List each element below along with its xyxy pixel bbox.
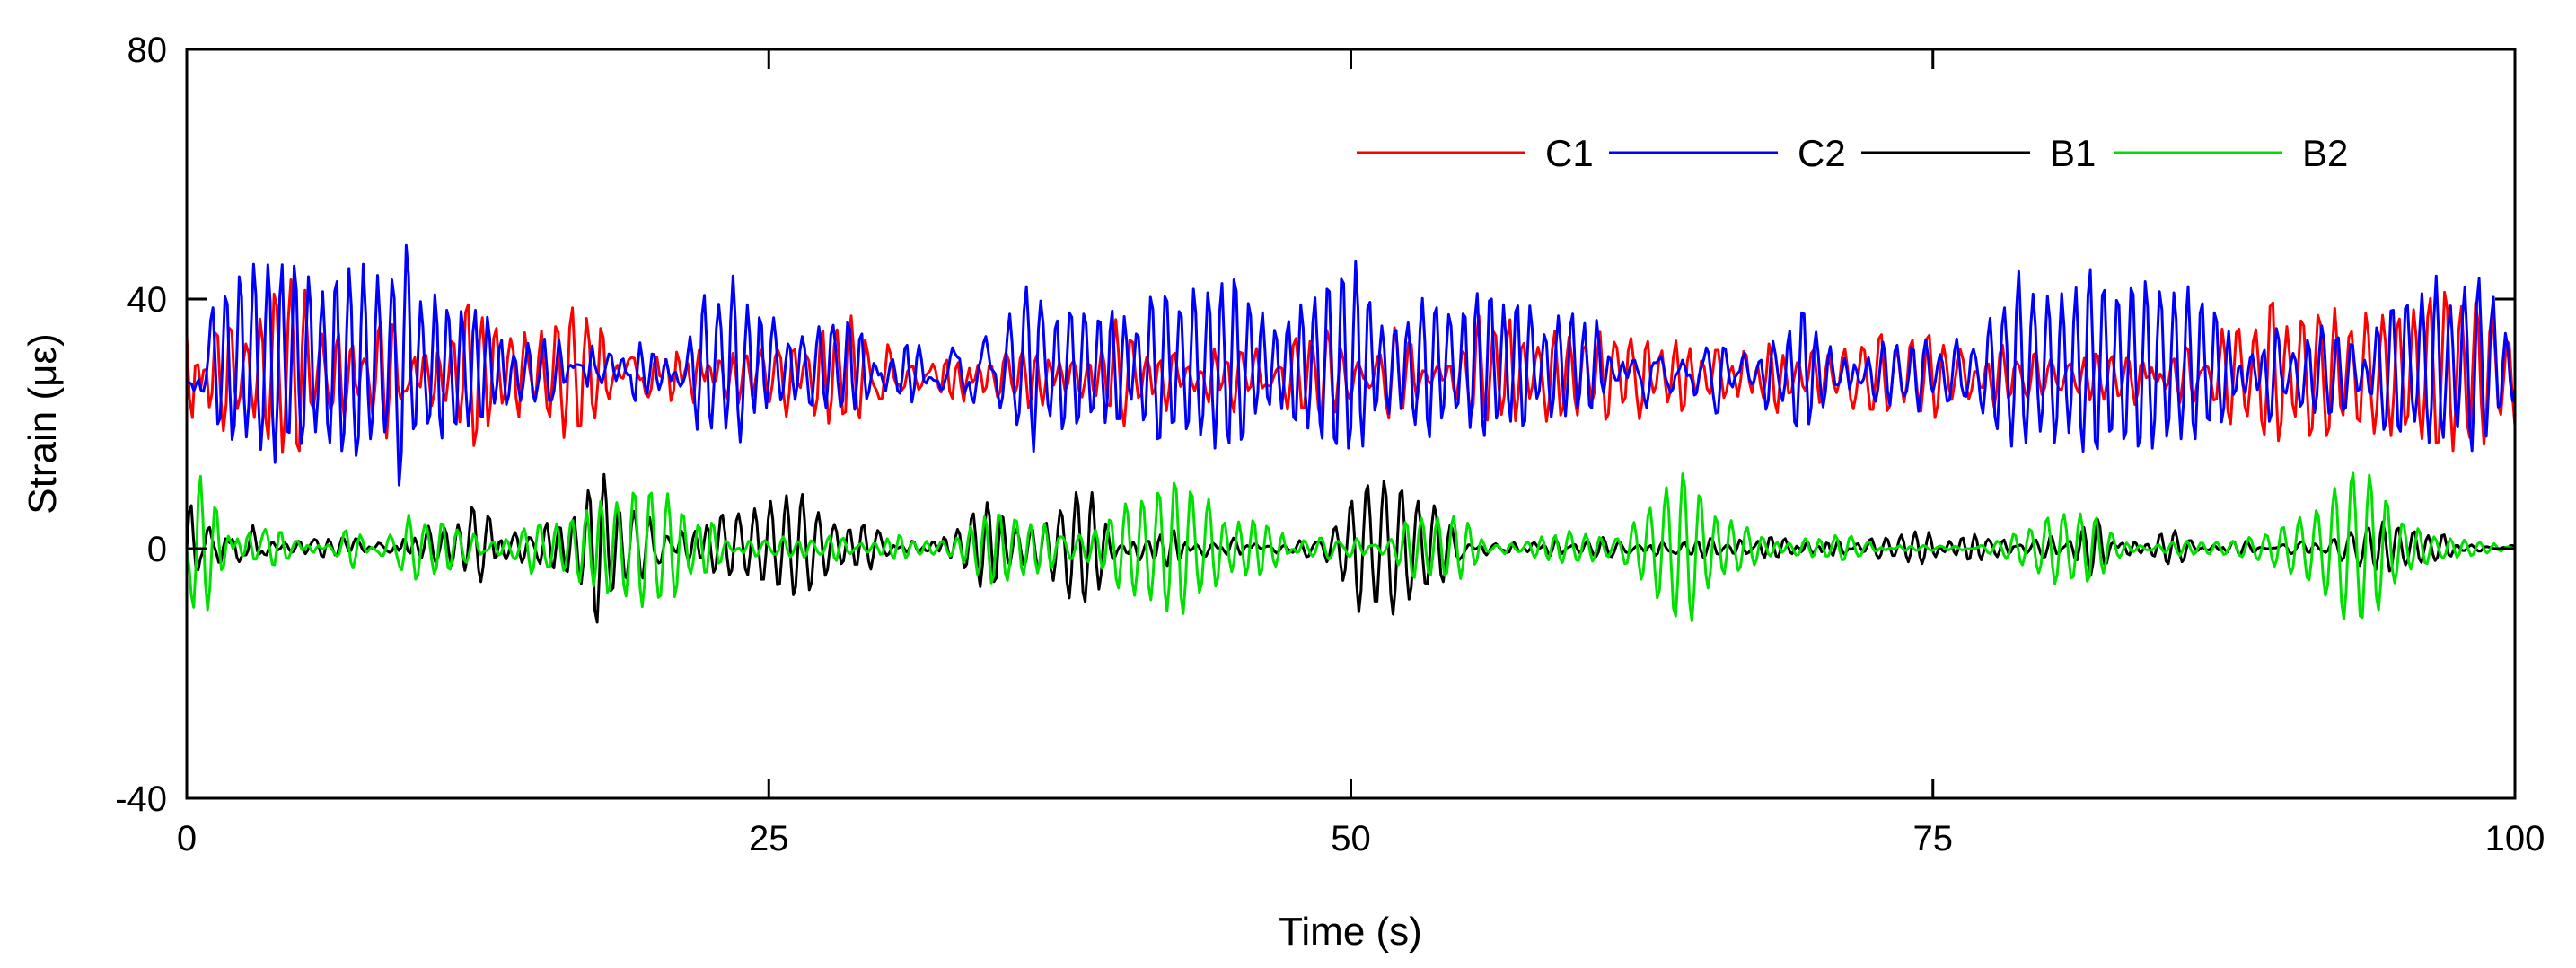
y-tick-label: 80 [127, 31, 168, 70]
x-tick-label: 25 [749, 819, 789, 858]
legend-label-b1: B1 [2050, 132, 2096, 174]
series-line-b2 [185, 471, 2516, 623]
y-axis-label: Strain (με) [21, 333, 65, 514]
series-line-c2 [186, 243, 2517, 487]
series-line-b1 [185, 472, 2516, 624]
y-tick-label: -40 [115, 779, 167, 819]
legend-label-b2: B2 [2302, 132, 2348, 174]
x-tick-label: 75 [1913, 819, 1954, 858]
x-tick-label: 100 [2485, 819, 2545, 858]
x-axis-label: Time (s) [1279, 910, 1422, 954]
y-tick-label: 0 [147, 530, 167, 569]
y-tick-label: 40 [127, 280, 168, 320]
x-tick-label: 0 [177, 819, 197, 858]
tick-layer: 0 25 50 75 100 -40 0 40 80 [115, 31, 2545, 858]
legend: C1 C2 B1 B2 [1357, 132, 2348, 174]
x-tick-label: 50 [1331, 819, 1371, 858]
legend-label-c2: C2 [1798, 132, 1846, 174]
legend-label-c1: C1 [1545, 132, 1594, 174]
series-layer [185, 243, 2517, 624]
